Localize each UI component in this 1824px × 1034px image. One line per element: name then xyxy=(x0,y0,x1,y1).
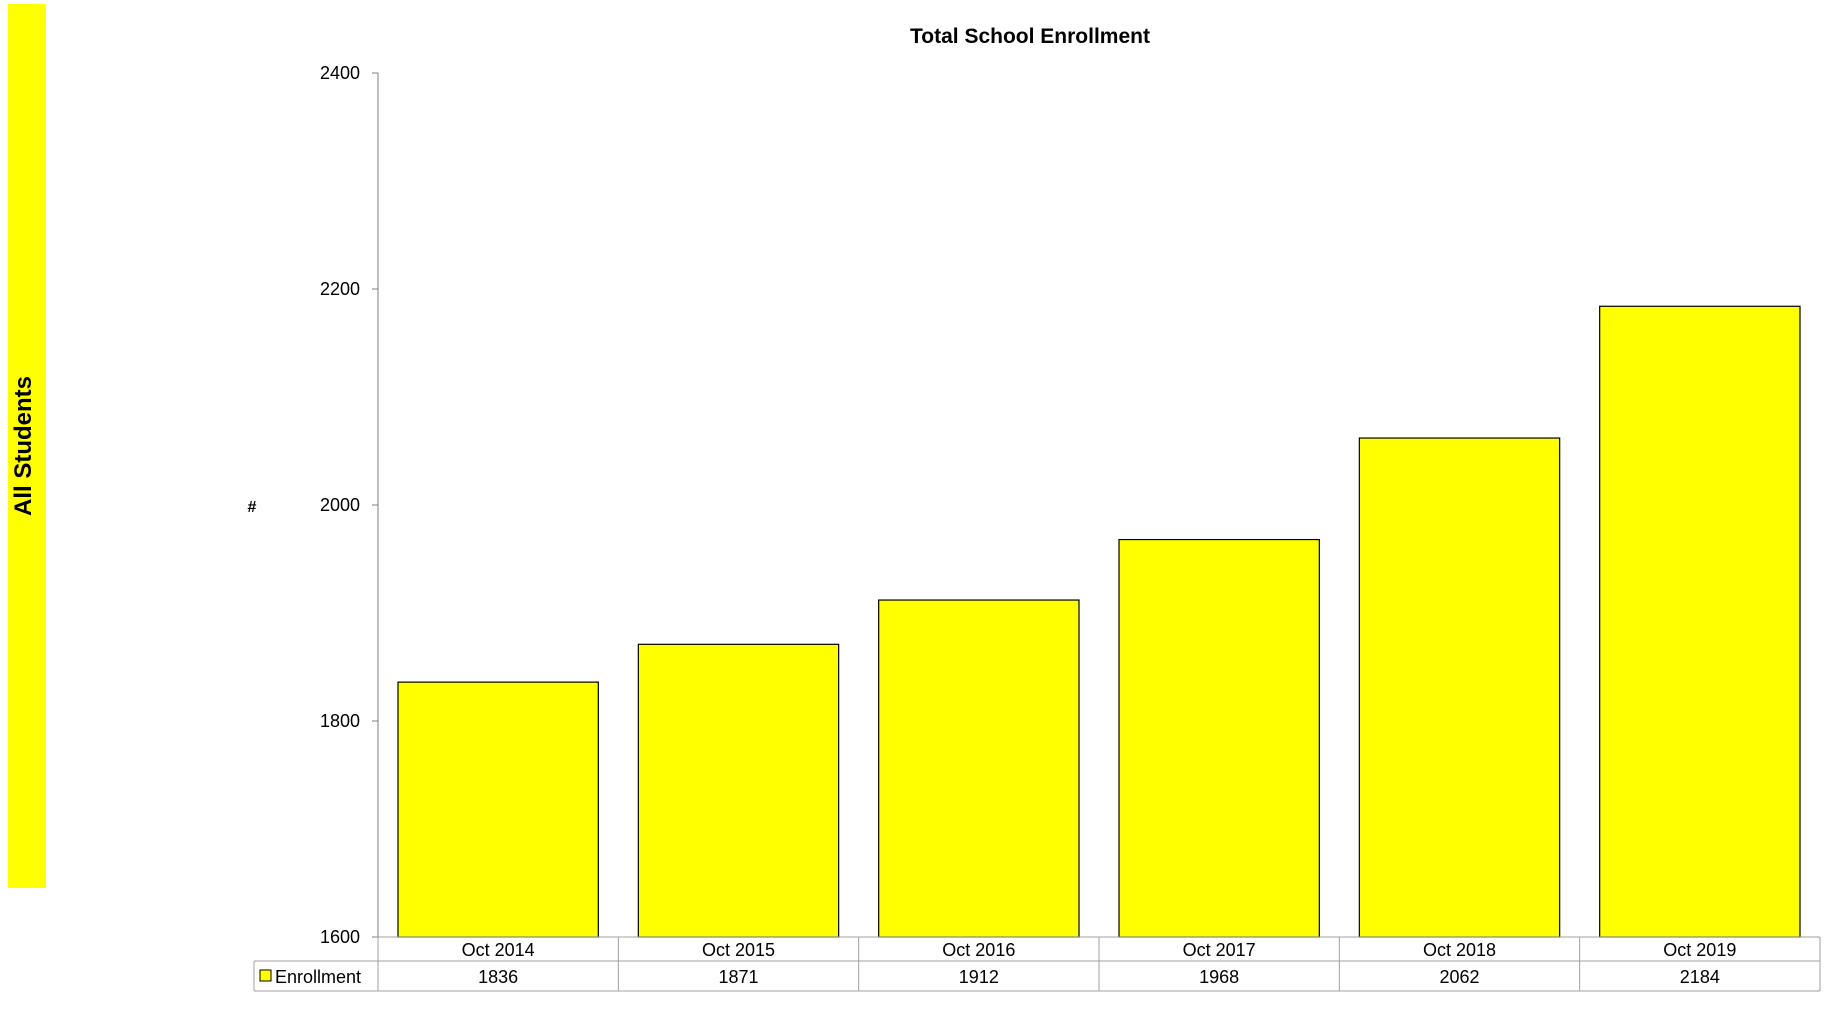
y-tick-label: 2400 xyxy=(320,63,360,83)
bar xyxy=(397,681,599,938)
y-axis-label: # xyxy=(248,499,257,516)
x-tick-label: Oct 2014 xyxy=(462,940,535,960)
legend-label: Enrollment xyxy=(275,967,361,987)
x-tick-label: Oct 2015 xyxy=(702,940,775,960)
y-axis: 1600 1800 2000 2200 2400 xyxy=(320,63,378,947)
y-tick-label: 1800 xyxy=(320,711,360,731)
legend-swatch xyxy=(259,969,272,982)
data-label: 2062 xyxy=(1439,967,1479,987)
bar xyxy=(1358,437,1561,938)
bar xyxy=(1118,538,1320,938)
bar xyxy=(637,643,840,938)
data-label: 1912 xyxy=(959,967,999,987)
chart-title: Total School Enrollment xyxy=(910,25,1150,48)
bar xyxy=(878,599,1080,938)
data-label: 1871 xyxy=(718,967,758,987)
data-label: 2184 xyxy=(1680,967,1720,987)
x-tick-label: Oct 2019 xyxy=(1663,940,1736,960)
y-tick-label: 2200 xyxy=(320,279,360,299)
data-label: 1968 xyxy=(1199,967,1239,987)
data-label: 1836 xyxy=(478,967,518,987)
x-tick-label: Oct 2018 xyxy=(1423,940,1496,960)
side-banner xyxy=(8,4,46,888)
x-tick-label: Oct 2017 xyxy=(1183,940,1256,960)
y-tick-label: 2000 xyxy=(320,495,360,515)
data-table: Oct 2014 1836 Oct 2015 1871 Oct 2016 1912 Oct … xyxy=(253,936,1821,992)
bars xyxy=(397,305,1801,938)
bar xyxy=(1599,305,1801,938)
y-tick-label: 1600 xyxy=(320,927,360,947)
x-tick-label: Oct 2016 xyxy=(942,940,1015,960)
